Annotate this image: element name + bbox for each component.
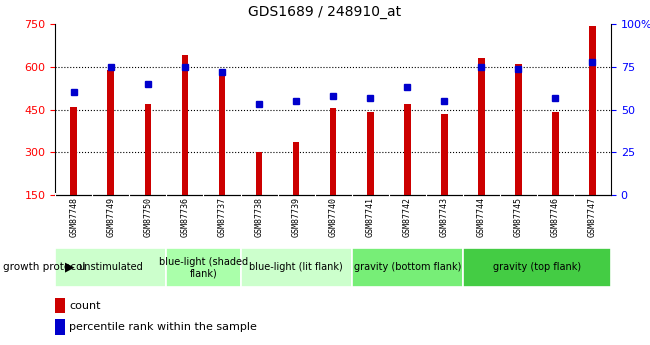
- FancyBboxPatch shape: [240, 247, 352, 287]
- Text: percentile rank within the sample: percentile rank within the sample: [69, 322, 257, 332]
- Bar: [589, 26, 596, 195]
- Bar: [70, 107, 77, 195]
- Text: growth protocol: growth protocol: [3, 263, 86, 272]
- Text: GSM87743: GSM87743: [440, 197, 448, 237]
- Text: gravity (top flank): gravity (top flank): [493, 263, 581, 272]
- Bar: [55, 319, 65, 335]
- Text: GDS1689 / 248910_at: GDS1689 / 248910_at: [248, 5, 402, 19]
- Bar: [330, 108, 337, 195]
- Bar: [552, 112, 559, 195]
- Text: gravity (bottom flank): gravity (bottom flank): [354, 263, 461, 272]
- FancyBboxPatch shape: [352, 247, 463, 287]
- Bar: [255, 152, 263, 195]
- Text: GSM87748: GSM87748: [70, 197, 78, 237]
- FancyBboxPatch shape: [463, 247, 611, 287]
- FancyBboxPatch shape: [166, 247, 240, 287]
- Bar: [107, 70, 114, 195]
- Bar: [292, 142, 300, 195]
- Text: unstimulated: unstimulated: [79, 263, 143, 272]
- FancyBboxPatch shape: [55, 247, 166, 287]
- Text: GSM87737: GSM87737: [218, 197, 226, 237]
- Bar: [441, 114, 448, 195]
- Text: blue-light (shaded
flank): blue-light (shaded flank): [159, 257, 248, 278]
- Bar: [478, 58, 485, 195]
- Text: count: count: [69, 301, 101, 311]
- Bar: [404, 104, 411, 195]
- Bar: [218, 70, 226, 195]
- Text: GSM87739: GSM87739: [292, 197, 300, 237]
- Text: GSM87736: GSM87736: [181, 197, 189, 237]
- Text: GSM87747: GSM87747: [588, 197, 597, 237]
- Bar: [181, 56, 188, 195]
- Bar: [144, 104, 151, 195]
- Text: GSM87740: GSM87740: [329, 197, 337, 237]
- Bar: [367, 112, 374, 195]
- Bar: [515, 64, 522, 195]
- Text: GSM87744: GSM87744: [477, 197, 486, 237]
- Text: GSM87745: GSM87745: [514, 197, 523, 237]
- Bar: [55, 298, 65, 313]
- Text: ▶: ▶: [65, 261, 75, 274]
- Text: GSM87749: GSM87749: [107, 197, 115, 237]
- Text: blue-light (lit flank): blue-light (lit flank): [249, 263, 343, 272]
- Text: GSM87742: GSM87742: [403, 197, 411, 237]
- Text: GSM87741: GSM87741: [366, 197, 374, 237]
- Text: GSM87750: GSM87750: [144, 197, 152, 237]
- Text: GSM87746: GSM87746: [551, 197, 560, 237]
- Text: GSM87738: GSM87738: [255, 197, 263, 237]
